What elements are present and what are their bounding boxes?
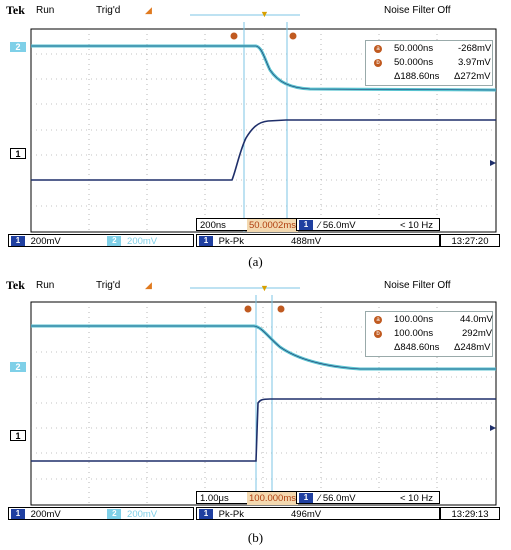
measure-source-badge: 1 xyxy=(199,236,213,247)
trigger-point-icon: ▼ xyxy=(260,283,269,293)
measure-value: 488mV xyxy=(291,236,322,247)
noise-filter-status: Noise Filter Off xyxy=(384,5,451,16)
brand-logo: Tek xyxy=(6,278,25,292)
cursor-b-time: 100.00ns xyxy=(394,328,434,339)
trigger-box[interactable]: 1 ∕ 56.0mV < 10 Hz xyxy=(296,218,440,231)
delta-volt: Δ272mV xyxy=(454,71,491,82)
ch2-trace-overlay xyxy=(31,45,497,91)
scope-header: Tek Run Trig'd ◢ Noise Filter Off xyxy=(0,0,511,20)
timebase-box[interactable]: 1.00μs 100.000ms xyxy=(196,491,299,505)
ch2-badge: 2 xyxy=(107,509,122,520)
measure-label: Pk-Pk xyxy=(218,236,244,247)
trigger-position-icon: ◢ xyxy=(145,5,152,15)
cursor-b-readout-icon: b xyxy=(374,59,382,67)
ch1-badge: 1 xyxy=(11,236,25,247)
trigger-status: Trig'd xyxy=(96,5,121,16)
cursor-a-icon xyxy=(244,305,252,313)
timebase-box[interactable]: 200ns 50.0002ms xyxy=(196,218,299,232)
trigger-level-icon xyxy=(490,160,496,166)
ch1-scale: 200mV xyxy=(30,509,61,520)
timebase-value: 1.00μs xyxy=(200,493,229,504)
caption-a: (a) xyxy=(248,254,263,269)
cursor-a-time: 100.00ns xyxy=(394,314,434,325)
measure-value: 496mV xyxy=(291,509,322,520)
trigger-status: Trig'd xyxy=(96,280,121,291)
trigger-level: ∕ 56.0mV xyxy=(318,493,356,504)
timebase-value: 200ns xyxy=(200,220,226,231)
scope-panel-b: Tek Run Trig'd ◢ Noise Filter Off ▼ 2 1 … xyxy=(0,275,511,525)
ch2-scale: 200mV xyxy=(127,236,158,247)
delta-time: Δ848.60ns xyxy=(394,342,440,353)
cursor-a-volt: 44.0mV xyxy=(460,314,493,325)
trigger-box[interactable]: 1 ∕ 56.0mV < 10 Hz xyxy=(296,491,440,504)
cursor-b-readout-icon: b xyxy=(374,330,382,338)
cursor-a-readout-icon: a xyxy=(374,316,382,324)
ch2-badge: 2 xyxy=(107,236,122,247)
run-status: Run xyxy=(36,5,55,16)
delta-time: Δ188.60ns xyxy=(394,71,440,82)
measurement-box[interactable]: 1 Pk-Pk 496mV xyxy=(196,507,440,520)
scope-header: Tek Run Trig'd ◢ Noise Filter Off xyxy=(0,275,511,295)
scope-panel-a: Tek Run Trig'd ◢ Noise Filter Off ▼ xyxy=(0,0,511,250)
delta-volt: Δ248mV xyxy=(454,342,491,353)
cursor-a-time: 50.000ns xyxy=(394,43,434,54)
ch1-badge: 1 xyxy=(11,509,25,520)
ch1-trace xyxy=(31,398,496,462)
channel-scale-box[interactable]: 1 200mV 2 200mV xyxy=(8,507,194,520)
trigger-position-icon: ◢ xyxy=(145,280,152,290)
cursor-a-icon xyxy=(230,32,238,40)
ch2-marker[interactable]: 2 xyxy=(10,362,26,372)
cursor-b-icon xyxy=(289,32,297,40)
horizontal-position: 50.0002ms xyxy=(247,219,299,232)
clock: 13:29:13 xyxy=(440,507,500,520)
channel-scale-box[interactable]: 1 200mV 2 200mV xyxy=(8,234,194,247)
cursor-readout: a 100.00ns 44.0mV b 100.00ns 292mV Δ848.… xyxy=(365,311,493,357)
measure-label: Pk-Pk xyxy=(218,509,244,520)
ch2-scale: 200mV xyxy=(127,509,158,520)
run-status: Run xyxy=(36,280,55,291)
trigger-frequency: < 10 Hz xyxy=(399,493,433,504)
cursor-b-icon xyxy=(277,305,285,313)
ch2-marker[interactable]: 2 xyxy=(10,42,26,52)
ch2-trace-overlay xyxy=(31,325,496,370)
cursor-b-time: 50.000ns xyxy=(394,57,434,68)
cursor-b-volt: 292mV xyxy=(462,328,493,339)
ch1-marker[interactable]: 1 xyxy=(10,148,26,159)
cursor-a-volt: -268mV xyxy=(458,43,492,54)
brand-logo: Tek xyxy=(6,3,25,17)
ch1-scale: 200mV xyxy=(30,236,61,247)
ch1-trace xyxy=(31,119,496,181)
cursor-a-readout-icon: a xyxy=(374,45,382,53)
trigger-level: ∕ 56.0mV xyxy=(318,220,356,231)
horizontal-position: 100.000ms xyxy=(247,492,299,505)
clock: 13:27:20 xyxy=(440,234,500,247)
trigger-level-icon xyxy=(490,425,496,431)
ch1-marker[interactable]: 1 xyxy=(10,430,26,441)
measurement-box[interactable]: 1 Pk-Pk 488mV xyxy=(196,234,440,247)
trigger-source-badge: 1 xyxy=(299,220,313,231)
waveform-display[interactable]: ▼ xyxy=(0,0,511,250)
trigger-source-badge: 1 xyxy=(299,493,313,504)
trigger-point-icon: ▼ xyxy=(260,9,269,19)
trigger-frequency: < 10 Hz xyxy=(399,220,433,231)
measure-source-badge: 1 xyxy=(199,509,213,520)
noise-filter-status: Noise Filter Off xyxy=(384,280,451,291)
cursor-b-volt: 3.97mV xyxy=(458,57,491,68)
caption-b: (b) xyxy=(247,530,264,545)
cursor-readout: a 50.000ns -268mV b 50.000ns 3.97mV Δ188… xyxy=(365,40,493,86)
